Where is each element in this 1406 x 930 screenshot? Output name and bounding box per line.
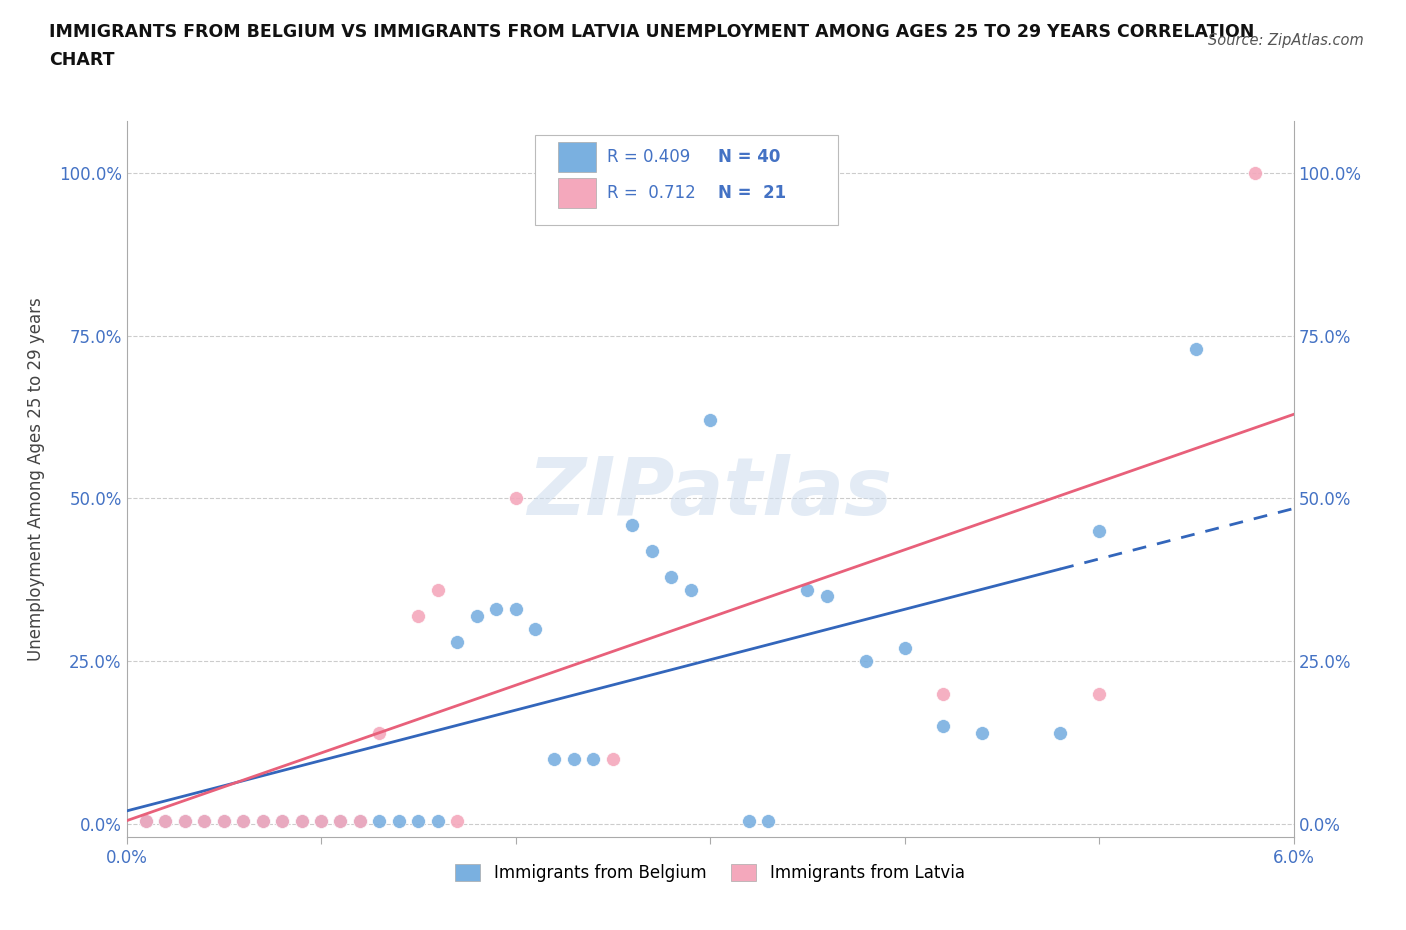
Text: R =  0.712: R = 0.712 [607, 184, 696, 202]
Point [855, 654, 877, 669]
Point [972, 725, 994, 740]
Point [329, 813, 352, 829]
FancyBboxPatch shape [558, 142, 596, 172]
Point [193, 813, 215, 829]
Point [582, 751, 605, 766]
FancyBboxPatch shape [558, 178, 596, 207]
Point [621, 517, 644, 532]
Point [135, 813, 157, 829]
Point [388, 813, 411, 829]
Point [193, 813, 215, 829]
Point [756, 813, 779, 829]
Y-axis label: Unemployment Among Ages 25 to 29 years: Unemployment Among Ages 25 to 29 years [27, 297, 45, 661]
Point [1185, 341, 1208, 356]
Point [271, 813, 294, 829]
Point [893, 641, 915, 656]
Point [155, 813, 177, 829]
Text: Source: ZipAtlas.com: Source: ZipAtlas.com [1208, 33, 1364, 47]
Point [232, 813, 254, 829]
Point [174, 813, 197, 829]
Legend: Immigrants from Belgium, Immigrants from Latvia: Immigrants from Belgium, Immigrants from… [456, 864, 965, 883]
Point [290, 813, 312, 829]
Point [368, 725, 391, 740]
Point [252, 813, 274, 829]
Point [465, 608, 488, 623]
Point [135, 813, 157, 829]
Point [932, 719, 955, 734]
Point [155, 813, 177, 829]
Point [641, 543, 664, 558]
Point [659, 569, 682, 584]
Point [426, 582, 449, 597]
Point [815, 589, 838, 604]
Text: N = 40: N = 40 [718, 149, 780, 166]
Point [271, 813, 294, 829]
Point [505, 491, 527, 506]
Point [408, 608, 430, 623]
Text: CHART: CHART [49, 51, 115, 69]
Point [699, 413, 721, 428]
Point [212, 813, 235, 829]
Point [446, 634, 468, 649]
Point [1088, 686, 1111, 701]
Point [602, 751, 624, 766]
Text: IMMIGRANTS FROM BELGIUM VS IMMIGRANTS FROM LATVIA UNEMPLOYMENT AMONG AGES 25 TO : IMMIGRANTS FROM BELGIUM VS IMMIGRANTS FR… [49, 23, 1254, 41]
Point [562, 751, 585, 766]
Point [408, 813, 430, 829]
Point [1088, 524, 1111, 538]
Point [1049, 725, 1071, 740]
Point [329, 813, 352, 829]
Point [543, 751, 565, 766]
Point [796, 582, 818, 597]
Point [932, 686, 955, 701]
Text: R = 0.409: R = 0.409 [607, 149, 690, 166]
Point [349, 813, 371, 829]
Point [368, 813, 391, 829]
FancyBboxPatch shape [534, 135, 838, 225]
Text: N =  21: N = 21 [718, 184, 786, 202]
Point [252, 813, 274, 829]
Point [212, 813, 235, 829]
Point [485, 602, 508, 617]
Point [738, 813, 761, 829]
Text: ZIPatlas: ZIPatlas [527, 454, 893, 532]
Point [309, 813, 332, 829]
Point [290, 813, 312, 829]
Point [446, 813, 468, 829]
Point [309, 813, 332, 829]
Point [505, 602, 527, 617]
Point [174, 813, 197, 829]
Point [232, 813, 254, 829]
Point [426, 813, 449, 829]
Point [524, 621, 547, 636]
Point [1243, 166, 1265, 180]
Point [349, 813, 371, 829]
Point [679, 582, 702, 597]
